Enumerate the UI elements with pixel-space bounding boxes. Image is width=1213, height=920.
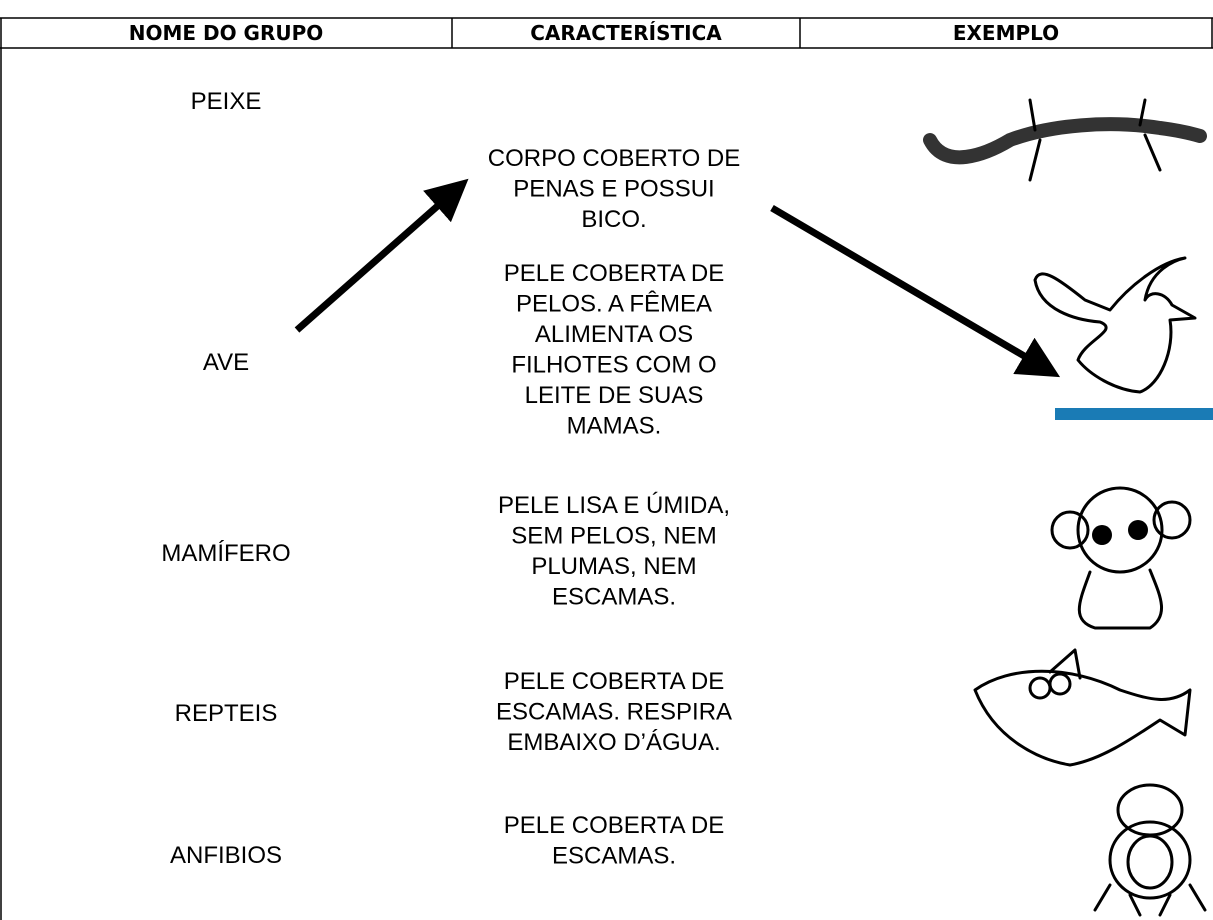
frog-image bbox=[1093, 783, 1207, 917]
arrow bbox=[294, 178, 469, 333]
group-name: REPTEIS bbox=[175, 700, 278, 727]
characteristic-line: CORPO COBERTO DE bbox=[488, 145, 741, 172]
characteristic-line: MAMAS. bbox=[567, 413, 662, 440]
group-name: AVE bbox=[203, 349, 249, 376]
group-name: MAMÍFERO bbox=[161, 540, 290, 567]
characteristic-line: SEM PELOS, NEM bbox=[511, 523, 716, 550]
characteristic-line: EMBAIXO D’ÁGUA. bbox=[507, 729, 720, 756]
group-name: ANFIBIOS bbox=[170, 842, 282, 869]
characteristic-line: ESCAMAS. bbox=[552, 843, 676, 870]
characteristic-line: FILHOTES COM O bbox=[511, 352, 716, 379]
monkey-image bbox=[1050, 486, 1192, 630]
characteristic-line: PLUMAS, NEM bbox=[531, 553, 696, 580]
lizard-image bbox=[923, 98, 1207, 182]
arrow bbox=[770, 204, 1061, 378]
group-name: PEIXE bbox=[191, 88, 262, 115]
characteristic-line: ESCAMAS. bbox=[552, 584, 676, 611]
characteristic-line: LEITE DE SUAS bbox=[525, 382, 704, 409]
characteristic-line: ESCAMAS. RESPIRA bbox=[496, 699, 732, 726]
characteristic-line: PELE COBERTA DE bbox=[504, 668, 725, 695]
header-cell: NOME DO GRUPO bbox=[129, 21, 324, 45]
characteristic-line: PELOS. A FÊMEA bbox=[516, 291, 712, 318]
bird-image bbox=[1033, 256, 1213, 420]
header-cell: EXEMPLO bbox=[953, 21, 1059, 45]
characteristic-line: PELE COBERTA DE bbox=[504, 812, 725, 839]
characteristic-line: PELE LISA E ÚMIDA, bbox=[498, 492, 730, 519]
characteristic-column: CORPO COBERTO DE PENAS E POSSUI BICO. PELE … bbox=[488, 145, 741, 870]
group-column: PEIXE AVE MAMÍFERO REPTEIS ANFIBIOS bbox=[161, 88, 290, 869]
header-cell: CARACTERÍSTICA bbox=[530, 21, 722, 45]
characteristic-line: ALIMENTA OS bbox=[535, 321, 693, 348]
characteristic-line: PENAS E POSSUI bbox=[513, 176, 714, 203]
characteristic-line: BICO. bbox=[581, 206, 646, 233]
table-header: NOME DO GRUPO CARACTERÍSTICA EXEMPLO bbox=[0, 17, 1213, 920]
shark-image bbox=[973, 648, 1192, 767]
characteristic-line: PELE COBERTA DE bbox=[504, 260, 725, 287]
